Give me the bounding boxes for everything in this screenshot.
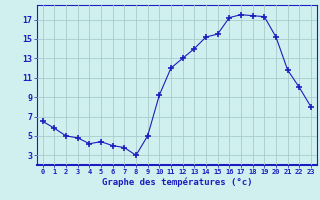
X-axis label: Graphe des températures (°c): Graphe des températures (°c): [101, 178, 252, 187]
